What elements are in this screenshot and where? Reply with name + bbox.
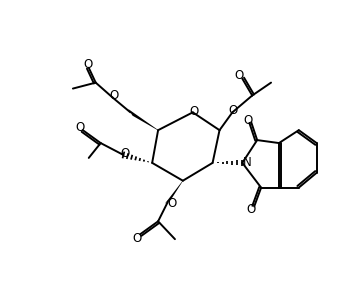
Text: O: O xyxy=(75,121,84,134)
Text: O: O xyxy=(246,203,256,216)
Polygon shape xyxy=(165,180,183,204)
Text: O: O xyxy=(133,232,142,245)
Text: O: O xyxy=(109,89,118,102)
Text: O: O xyxy=(235,69,244,82)
Text: O: O xyxy=(189,105,198,118)
Text: O: O xyxy=(167,197,177,210)
Text: O: O xyxy=(121,148,130,160)
Polygon shape xyxy=(128,109,158,131)
Text: O: O xyxy=(83,58,93,71)
Text: N: N xyxy=(243,156,252,169)
Text: O: O xyxy=(229,104,238,117)
Text: O: O xyxy=(244,114,253,127)
